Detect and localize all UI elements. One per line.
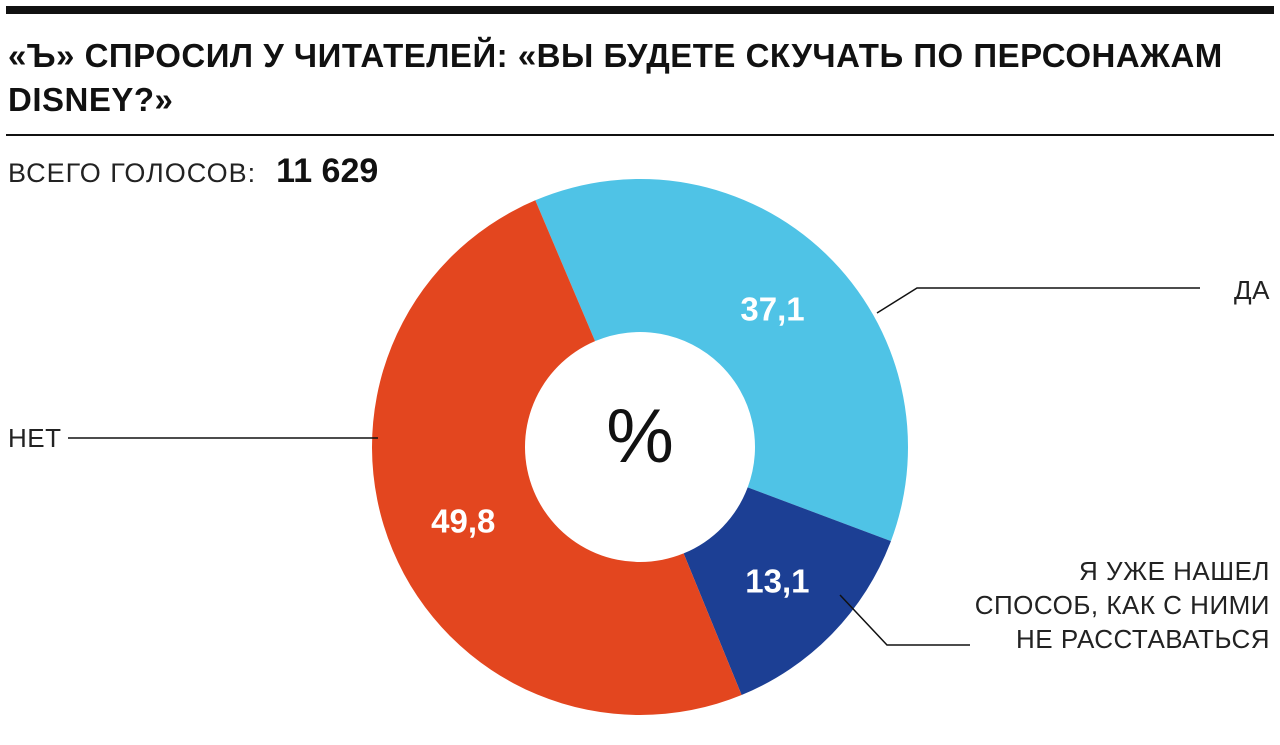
label-found-line-1: Я УЖЕ НАШЕЛ (1079, 556, 1270, 586)
slice-value-label-1: 37,1 (740, 291, 804, 328)
slice-value-label-3: 49,8 (431, 503, 495, 540)
leader-line-yes (876, 287, 1200, 314)
leader-line-found (839, 594, 970, 646)
top-rule (6, 6, 1274, 14)
total-votes-label: ВСЕГО ГОЛОСОВ: (8, 158, 257, 188)
label-found-line-3: НЕ РАССТАВАТЬСЯ (1016, 624, 1270, 654)
label-no: НЕТ (8, 423, 62, 453)
title-rule (6, 134, 1274, 136)
slice-value-label-2: 13,1 (745, 562, 809, 599)
label-yes: ДА (1234, 275, 1270, 305)
donut-slice-2 (683, 487, 891, 695)
donut-slice-1 (535, 178, 909, 542)
center-percent-label: % (606, 394, 674, 479)
label-found: Я УЖЕ НАШЕЛ СПОСОБ, КАК С НИМИ НЕ РАССТА… (900, 554, 1270, 656)
chart-title: «Ъ» СПРОСИЛ У ЧИТАТЕЛЕЙ: «ВЫ БУДЕТЕ СКУЧ… (8, 37, 1223, 118)
total-votes: ВСЕГО ГОЛОСОВ: 11 629 (8, 152, 378, 192)
total-votes-value: 11 629 (276, 152, 379, 190)
donut-slice-3 (371, 200, 742, 716)
label-found-line-2: СПОСОБ, КАК С НИМИ (974, 590, 1270, 620)
